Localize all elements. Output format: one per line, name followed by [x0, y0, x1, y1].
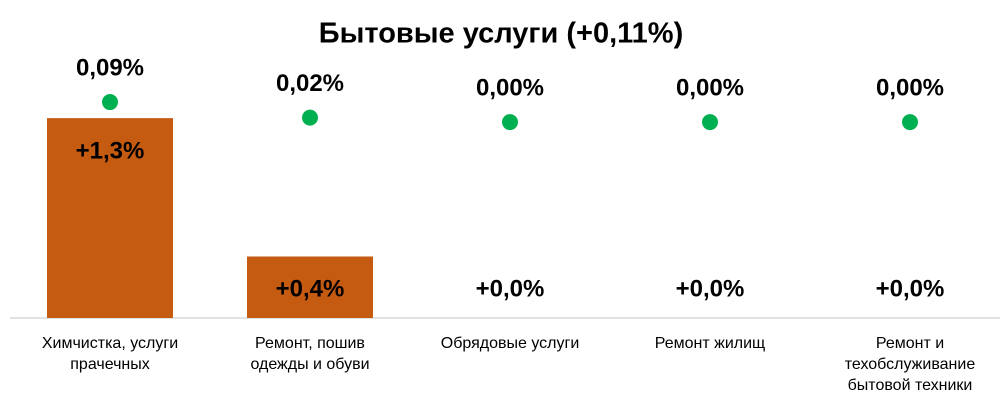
- bar-value-label: +0,0%: [676, 275, 745, 302]
- dot-value-label: 0,00%: [676, 74, 744, 101]
- bar-value-label: +1,3%: [76, 137, 145, 164]
- chart-title: Бытовые услуги (+0,11%): [319, 18, 683, 50]
- x-tick-label: Химчистка, услуги прачечных: [41, 335, 179, 373]
- dot-value-label: 0,02%: [276, 70, 344, 97]
- dot-value-label: 0,00%: [876, 74, 944, 101]
- dot: [902, 114, 918, 131]
- dot-value-label: 0,00%: [476, 74, 544, 101]
- bar-value-label: +0,0%: [876, 275, 945, 302]
- x-tick-label: Обрядовые услуги: [440, 335, 580, 352]
- x-tick-label: Ремонт и техобслуживание бытовой техники: [844, 335, 976, 394]
- dot: [702, 114, 718, 131]
- dot-value-label: 0,09%: [76, 54, 144, 81]
- x-tick-label: Ремонт жилищ: [654, 335, 766, 352]
- dot: [502, 114, 518, 131]
- dot: [102, 94, 118, 111]
- bar-value-label: +0,4%: [276, 275, 345, 302]
- bar: [247, 256, 373, 318]
- dot: [302, 109, 318, 126]
- bar: [47, 118, 173, 318]
- x-tick-label: Ремонт, пошив одежды и обуви: [250, 335, 370, 373]
- bar-value-label: +0,0%: [476, 275, 545, 302]
